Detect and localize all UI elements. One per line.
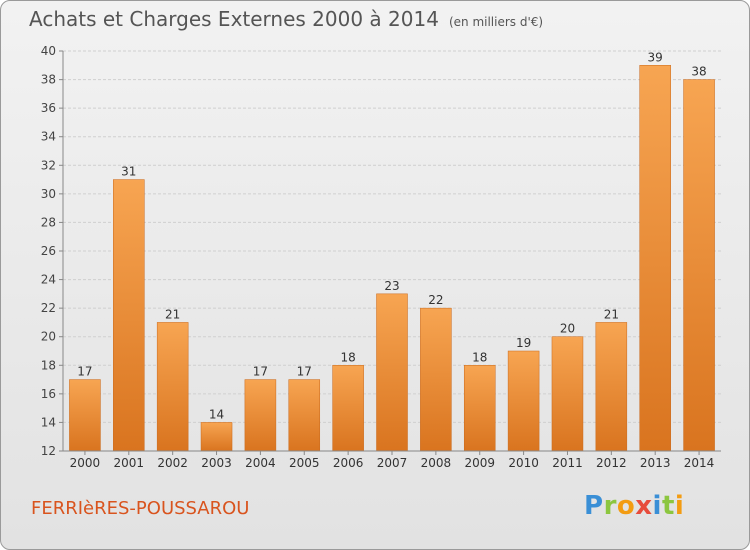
bar — [244, 379, 277, 452]
x-tick-label: 2007 — [377, 456, 408, 470]
bar — [595, 322, 628, 452]
y-tick-label: 36 — [41, 101, 56, 115]
bar-value-label: 17 — [253, 365, 268, 379]
bar — [69, 379, 101, 452]
x-tick-label: 2010 — [508, 456, 539, 470]
bar-value-label: 21 — [165, 307, 180, 321]
bar-value-label: 17 — [297, 365, 312, 379]
y-tick-label: 32 — [41, 158, 56, 172]
bar — [376, 293, 408, 452]
bar — [332, 365, 364, 452]
bar — [507, 350, 540, 452]
y-tick-label: 26 — [41, 244, 56, 258]
city-name: FERRIèRES-POUSSAROU — [31, 498, 250, 519]
bar — [288, 379, 321, 452]
y-tick-label: 16 — [41, 387, 56, 401]
y-tick-label: 22 — [41, 301, 56, 315]
proxiti-logo[interactable]: Proxiti — [584, 491, 684, 521]
bar — [113, 179, 145, 452]
bar — [420, 307, 452, 452]
x-tick-label: 2008 — [421, 456, 452, 470]
bar-value-label: 20 — [560, 322, 575, 336]
bar-value-label: 31 — [121, 165, 136, 179]
x-tick-label: 2000 — [70, 456, 101, 470]
bar — [551, 336, 584, 452]
bar — [200, 422, 233, 452]
x-tick-label: 2013 — [640, 456, 671, 470]
y-tick-label: 18 — [41, 358, 56, 372]
logo-letter: x — [635, 491, 653, 521]
bar-value-label: 39 — [648, 50, 663, 64]
chart-subtitle: (en milliers d'€) — [448, 15, 544, 29]
logo-letter: o — [616, 491, 636, 521]
x-tick-label: 2011 — [552, 456, 583, 470]
y-tick-label: 30 — [41, 187, 56, 201]
bar-value-label: 21 — [604, 307, 619, 321]
y-tick-label: 24 — [41, 273, 56, 287]
logo-letter: t — [661, 491, 675, 521]
x-tick-label: 2005 — [289, 456, 320, 470]
bar-value-label: 17 — [77, 365, 92, 379]
logo-letter: r — [603, 491, 617, 521]
x-tick-label: 2006 — [333, 456, 364, 470]
logo-letter: P — [584, 491, 604, 521]
y-tick-label: 20 — [41, 330, 56, 344]
bar-value-label: 22 — [428, 293, 443, 307]
bar-value-label: 18 — [472, 350, 487, 364]
bar-value-label: 38 — [691, 65, 706, 79]
bar — [463, 365, 496, 452]
bar-value-label: 18 — [340, 350, 355, 364]
x-tick-label: 2012 — [596, 456, 627, 470]
bar — [156, 322, 189, 452]
x-tick-label: 2003 — [201, 456, 232, 470]
y-tick-label: 40 — [41, 44, 56, 58]
bar — [639, 65, 671, 452]
x-tick-label: 2004 — [245, 456, 276, 470]
y-tick-label: 12 — [41, 444, 56, 458]
bar-value-label: 23 — [384, 279, 399, 293]
x-tick-label: 2001 — [114, 456, 145, 470]
chart-title-block: Achats et Charges Externes 2000 à 2014 (e… — [29, 7, 543, 31]
y-tick-label: 38 — [41, 73, 56, 87]
y-tick-label: 34 — [41, 130, 56, 144]
x-tick-label: 2002 — [157, 456, 188, 470]
bar-value-label: 14 — [209, 407, 224, 421]
logo-letter: i — [674, 491, 685, 521]
x-tick-label: 2009 — [464, 456, 495, 470]
bar — [683, 79, 715, 452]
logo-letter: i — [652, 491, 662, 521]
y-tick-label: 14 — [41, 415, 56, 429]
chart-title: Achats et Charges Externes 2000 à 2014 — [29, 7, 439, 31]
y-tick-label: 28 — [41, 215, 56, 229]
bar-value-label: 19 — [516, 336, 531, 350]
x-tick-label: 2014 — [684, 456, 715, 470]
